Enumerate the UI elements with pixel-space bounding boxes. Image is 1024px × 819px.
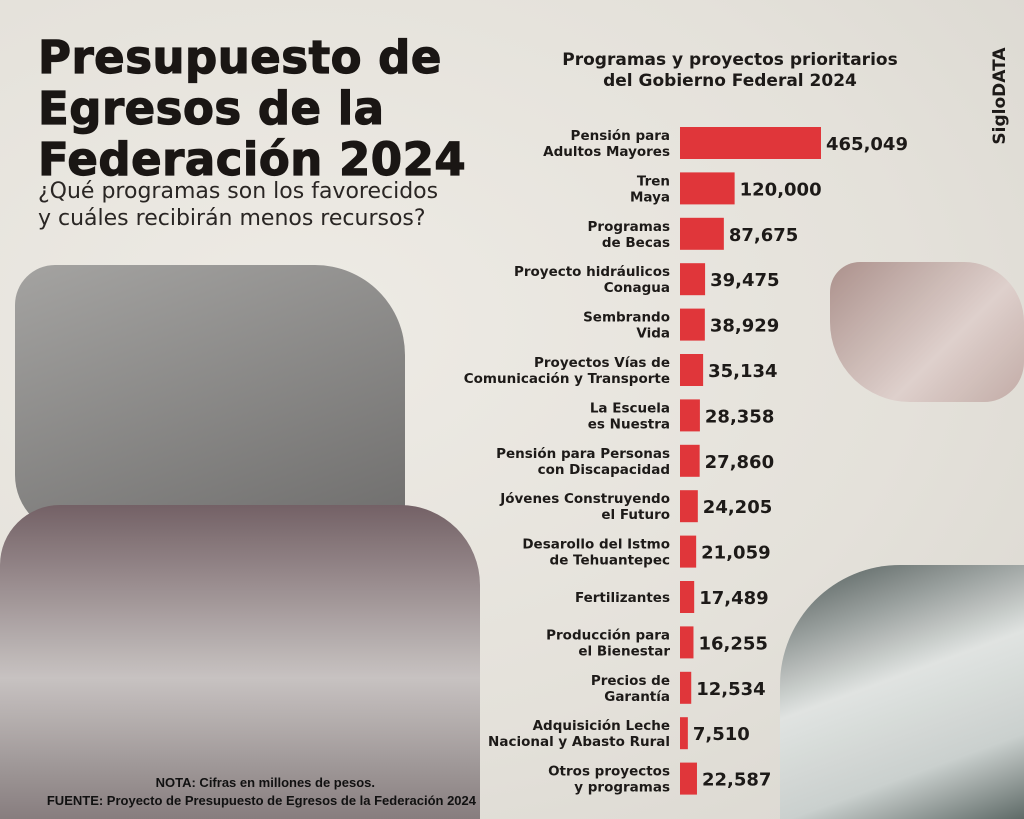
category-label: Proyectos Vías de bbox=[534, 355, 670, 371]
value-label: 465,049 bbox=[826, 134, 908, 155]
bar bbox=[680, 217, 724, 250]
subtitle-line: y cuáles recibirán menos recursos? bbox=[38, 206, 426, 231]
value-label: 35,134 bbox=[708, 361, 777, 382]
chart-title-line: del Gobierno Federal 2024 bbox=[603, 71, 857, 91]
bar bbox=[680, 535, 697, 568]
category-label: Otros proyectos bbox=[548, 764, 670, 780]
title-line: Egresos de la bbox=[37, 82, 385, 135]
bar bbox=[680, 762, 697, 795]
category-label: Jóvenes Construyendo bbox=[499, 491, 670, 507]
bar bbox=[680, 399, 700, 432]
value-label: 120,000 bbox=[740, 179, 822, 200]
source-note: FUENTE: Proyecto de Presupuesto de Egres… bbox=[46, 793, 476, 808]
bar bbox=[680, 263, 706, 296]
value-label: 39,475 bbox=[710, 270, 779, 291]
bar bbox=[680, 671, 692, 704]
category-label: Fertilizantes bbox=[575, 590, 670, 606]
category-label: Producción para bbox=[546, 627, 670, 643]
category-label: con Discapacidad bbox=[538, 462, 670, 478]
bar bbox=[680, 626, 694, 659]
category-label: el Bienestar bbox=[578, 643, 670, 659]
value-label: 27,860 bbox=[705, 452, 774, 473]
title-line: Presupuesto de bbox=[37, 31, 442, 84]
photo-hand-water bbox=[830, 262, 1024, 402]
bar bbox=[680, 444, 700, 477]
value-label: 38,929 bbox=[710, 316, 779, 337]
category-label: Tren bbox=[637, 173, 670, 189]
category-label: Pensión para Personas bbox=[496, 446, 670, 462]
title-line: Federación 2024 bbox=[37, 133, 467, 186]
value-label: 12,534 bbox=[696, 679, 765, 700]
category-label: Adultos Mayores bbox=[543, 144, 670, 160]
category-label: Maya bbox=[630, 189, 670, 205]
category-label: Garantía bbox=[604, 689, 670, 705]
category-label: Adquisición Leche bbox=[533, 718, 670, 734]
category-label: Vida bbox=[636, 326, 670, 342]
bar bbox=[680, 490, 698, 523]
category-label: es Nuestra bbox=[588, 416, 670, 432]
category-label: La Escuela bbox=[590, 400, 670, 416]
category-label: Sembrando bbox=[583, 310, 670, 326]
value-label: 21,059 bbox=[701, 543, 770, 564]
subtitle: ¿Qué programas son los favorecidos y cuá… bbox=[38, 178, 438, 232]
bar bbox=[680, 308, 705, 341]
category-label: Conagua bbox=[604, 280, 670, 296]
category-label: Desarollo del Istmo bbox=[522, 537, 670, 553]
photo-tren-maya bbox=[780, 565, 1024, 819]
category-label: Programas bbox=[588, 219, 670, 235]
subtitle-line: ¿Qué programas son los favorecidos bbox=[38, 179, 439, 204]
category-label: Comunicación y Transporte bbox=[464, 371, 670, 387]
bar bbox=[680, 581, 695, 613]
bar bbox=[680, 172, 735, 205]
value-label: 24,205 bbox=[703, 497, 772, 518]
category-label: de Tehuantepec bbox=[550, 553, 670, 569]
value-label: 16,255 bbox=[698, 633, 767, 654]
category-label: Precios de bbox=[591, 673, 670, 689]
value-label: 28,358 bbox=[705, 406, 774, 427]
category-label: Nacional y Abasto Rural bbox=[488, 734, 670, 750]
footnote: NOTA: Cifras en millones de pesos. bbox=[155, 775, 375, 790]
chart-title-line: Programas y proyectos prioritarios bbox=[562, 50, 898, 70]
chart-title: Programas y proyectos prioritarios del G… bbox=[520, 50, 940, 92]
photo-census-workers bbox=[15, 265, 405, 535]
category-label: y programas bbox=[574, 780, 670, 796]
value-label: 17,489 bbox=[699, 588, 768, 609]
category-label: Pensión para bbox=[571, 128, 670, 144]
value-label: 7,510 bbox=[693, 724, 750, 745]
photo-students bbox=[0, 505, 480, 819]
category-label: de Becas bbox=[602, 235, 670, 251]
category-label: Proyecto hidráulicos bbox=[514, 264, 670, 280]
category-label: el Futuro bbox=[601, 507, 670, 523]
page-title: Presupuesto de Egresos de la Federación … bbox=[37, 31, 467, 186]
bar bbox=[680, 717, 688, 750]
value-label: 87,675 bbox=[729, 225, 798, 246]
bar bbox=[680, 354, 704, 386]
value-label: 22,587 bbox=[702, 770, 771, 791]
bar bbox=[680, 127, 821, 159]
